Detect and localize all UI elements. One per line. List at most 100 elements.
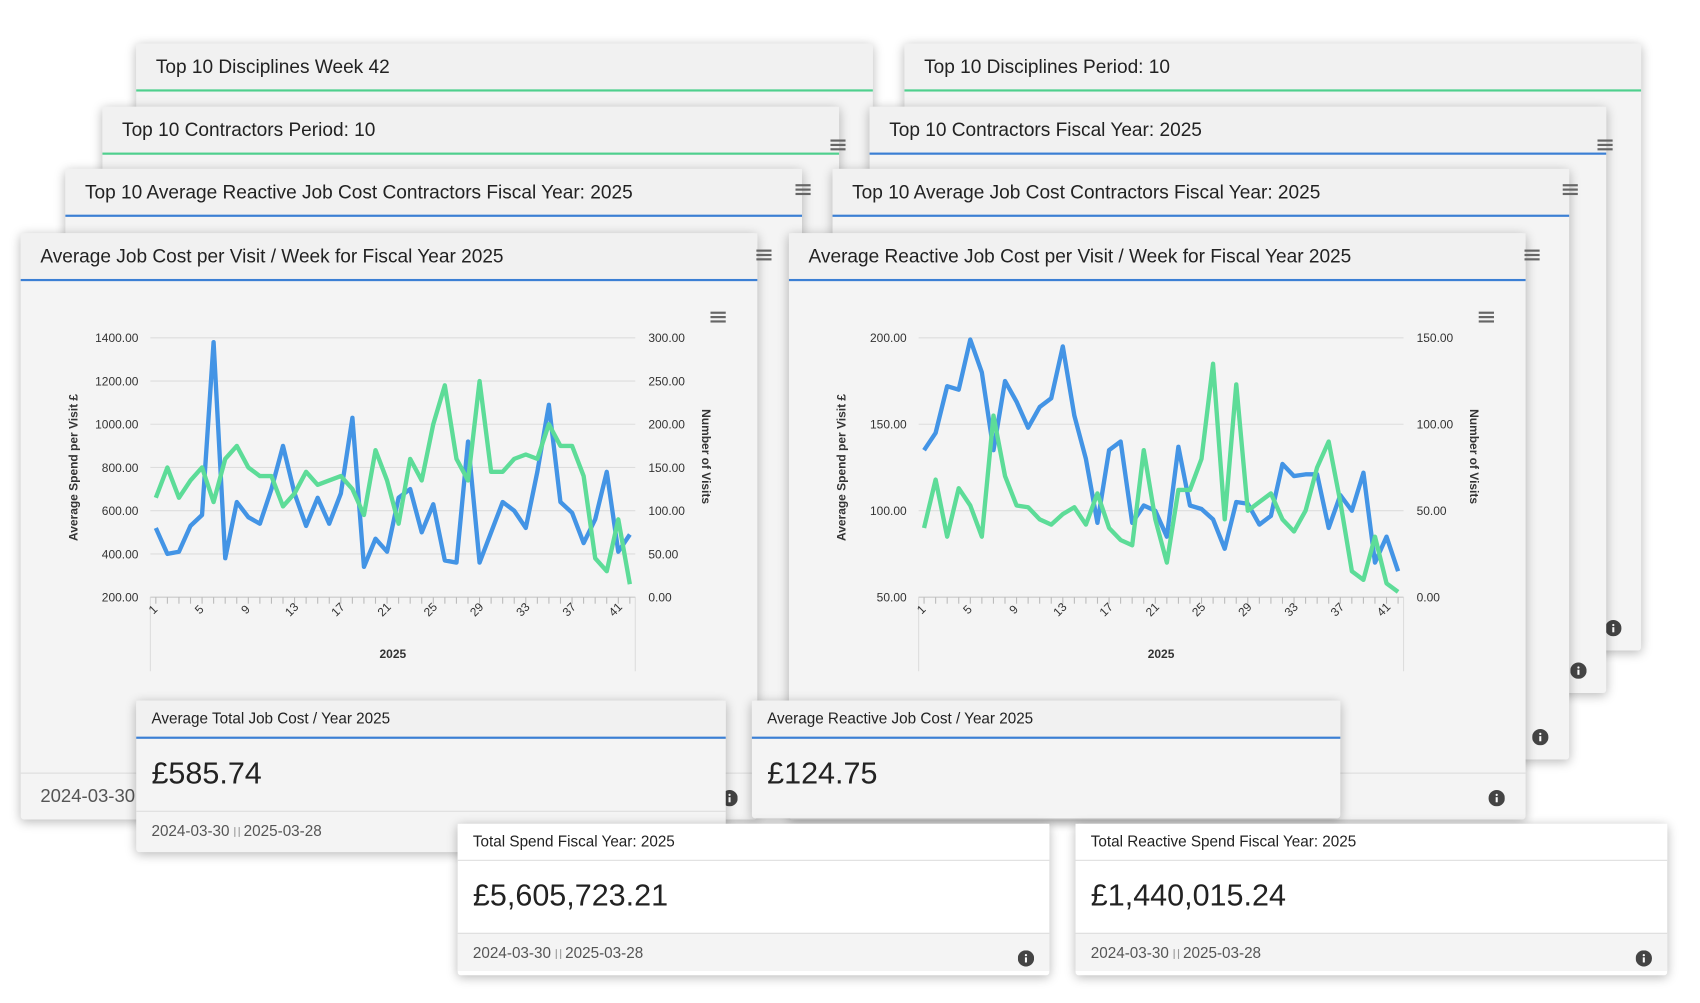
- stat-value: £585.74: [151, 756, 262, 791]
- x-tick-label: 9: [1006, 602, 1021, 617]
- x-tick-label: 5: [960, 602, 975, 617]
- info-icon[interactable]: [1605, 620, 1621, 636]
- stat-card: Total Spend Fiscal Year: 2025 £5,605,723…: [457, 823, 1050, 976]
- stat-card: Total Reactive Spend Fiscal Year: 2025 £…: [1075, 823, 1668, 976]
- y2-tick-label: 300.00: [648, 331, 685, 345]
- x-tick-label: 1: [914, 602, 929, 617]
- info-icon[interactable]: [1636, 950, 1652, 966]
- y2-tick-label: 50.00: [648, 547, 678, 561]
- stat-card: Average Total Job Cost / Year 2025 £585.…: [136, 700, 726, 853]
- series-line: [153, 378, 632, 585]
- info-icon[interactable]: [1570, 663, 1586, 679]
- x-tick-label: 17: [328, 600, 348, 620]
- y2-tick-label: 100.00: [648, 504, 685, 518]
- card-title: Top 10 Disciplines Week 42: [136, 43, 873, 92]
- y-tick-label: 400.00: [102, 547, 139, 561]
- x-tick-label: 41: [1374, 600, 1394, 620]
- x-tick-label: 25: [421, 600, 441, 620]
- x-tick-label: 33: [1282, 600, 1302, 620]
- x-tick-label: 17: [1097, 600, 1117, 620]
- menu-icon[interactable]: [1563, 182, 1578, 197]
- date: 2025-03-28: [243, 821, 322, 840]
- menu-icon[interactable]: [830, 137, 845, 152]
- chart: 50.00100.00150.00200.000.0050.00100.0015…: [835, 281, 1526, 672]
- stat-title: Total Spend Fiscal Year: 2025: [457, 823, 1050, 861]
- menu-icon[interactable]: [795, 182, 810, 197]
- y-tick-label: 100.00: [870, 504, 907, 518]
- x-tick-label: 13: [282, 600, 302, 620]
- menu-icon: [710, 312, 725, 323]
- y2-axis-title: Number of Visits: [1467, 409, 1481, 504]
- x-tick-label: 37: [560, 600, 580, 620]
- y-tick-label: 800.00: [102, 461, 139, 475]
- x-tick-label: 29: [467, 600, 487, 620]
- info-icon[interactable]: [1018, 950, 1034, 966]
- y2-tick-label: 50.00: [1417, 504, 1447, 518]
- x-tick-label: 37: [1328, 600, 1348, 620]
- card-title: Top 10 Average Reactive Job Cost Contrac…: [65, 168, 803, 217]
- stat-card: Average Reactive Job Cost / Year 2025 £1…: [751, 700, 1341, 819]
- date: 2025-03-28: [565, 943, 644, 962]
- card-title: Top 10 Average Job Cost Contractors Fisc…: [832, 168, 1570, 217]
- y2-tick-label: 100.00: [1417, 418, 1454, 432]
- y-tick-label: 1200.00: [95, 374, 139, 388]
- x-tick-label: 41: [606, 600, 626, 620]
- y-tick-label: 1400.00: [95, 331, 139, 345]
- stat-title: Total Reactive Spend Fiscal Year: 2025: [1075, 823, 1668, 861]
- info-icon[interactable]: [1532, 729, 1548, 745]
- stat-value: £124.75: [767, 756, 878, 791]
- x-tick-label: 33: [513, 600, 533, 620]
- menu-icon: [1479, 312, 1494, 323]
- card-title: Top 10 Disciplines Period: 10: [904, 43, 1642, 92]
- y2-axis-title: Number of Visits: [699, 409, 713, 504]
- card-title: Average Reactive Job Cost per Visit / We…: [788, 233, 1526, 282]
- card-title: Average Job Cost per Visit / Week for Fi…: [20, 233, 758, 282]
- y-tick-label: 1000.00: [95, 418, 139, 432]
- x-tick-label: 21: [375, 600, 395, 620]
- y-tick-label: 600.00: [102, 504, 139, 518]
- series-line: [153, 339, 632, 570]
- y2-tick-label: 150.00: [1417, 331, 1454, 345]
- x-tick-label: 1: [146, 602, 161, 617]
- menu-icon[interactable]: [1524, 247, 1539, 262]
- y-tick-label: 200.00: [870, 331, 907, 345]
- menu-icon[interactable]: [1598, 137, 1613, 152]
- y-tick-label: 50.00: [877, 591, 907, 605]
- x-axis-title: 2025: [380, 647, 407, 661]
- stat-footer: 2024-03-30 2025-03-28: [1075, 932, 1668, 971]
- y-axis-title: Average Spend per Visit £: [835, 394, 849, 541]
- stat-title: Average Reactive Job Cost / Year 2025: [751, 700, 1341, 739]
- x-tick-label: 29: [1235, 600, 1255, 620]
- x-axis-title: 2025: [1148, 647, 1175, 661]
- x-tick-label: 13: [1050, 600, 1070, 620]
- series-line: [922, 337, 1401, 572]
- date: 2024-03-30: [151, 821, 230, 840]
- date: 2025-03-28: [1183, 943, 1262, 962]
- date: 2024-03-30: [40, 785, 136, 807]
- y2-tick-label: 200.00: [648, 418, 685, 432]
- date: 2024-03-30: [472, 943, 551, 962]
- y2-tick-label: 0.00: [1417, 591, 1441, 605]
- y-axis-title: Average Spend per Visit £: [66, 394, 80, 541]
- y2-tick-label: 250.00: [648, 374, 685, 388]
- stat-value: £1,440,015.24: [1090, 878, 1286, 913]
- x-tick-label: 21: [1143, 600, 1163, 620]
- card-title: Top 10 Contractors Period: 10: [102, 106, 840, 155]
- x-tick-label: 5: [192, 602, 207, 617]
- series-line: [921, 361, 1400, 594]
- y2-tick-label: 150.00: [648, 461, 685, 475]
- info-icon[interactable]: [1489, 790, 1505, 806]
- y-tick-label: 150.00: [870, 418, 907, 432]
- stat-value: £5,605,723.21: [472, 878, 669, 913]
- y2-tick-label: 0.00: [648, 591, 672, 605]
- stat-footer: 2024-03-30 2025-03-28: [457, 932, 1050, 971]
- menu-icon[interactable]: [756, 247, 771, 262]
- stat-title: Average Total Job Cost / Year 2025: [136, 700, 726, 739]
- stat-footer: 2024-03-30 2025-03-28: [136, 810, 726, 849]
- x-tick-label: 9: [238, 602, 253, 617]
- y-tick-label: 200.00: [102, 591, 139, 605]
- x-tick-label: 25: [1189, 600, 1209, 620]
- card-title: Top 10 Contractors Fiscal Year: 2025: [869, 106, 1607, 155]
